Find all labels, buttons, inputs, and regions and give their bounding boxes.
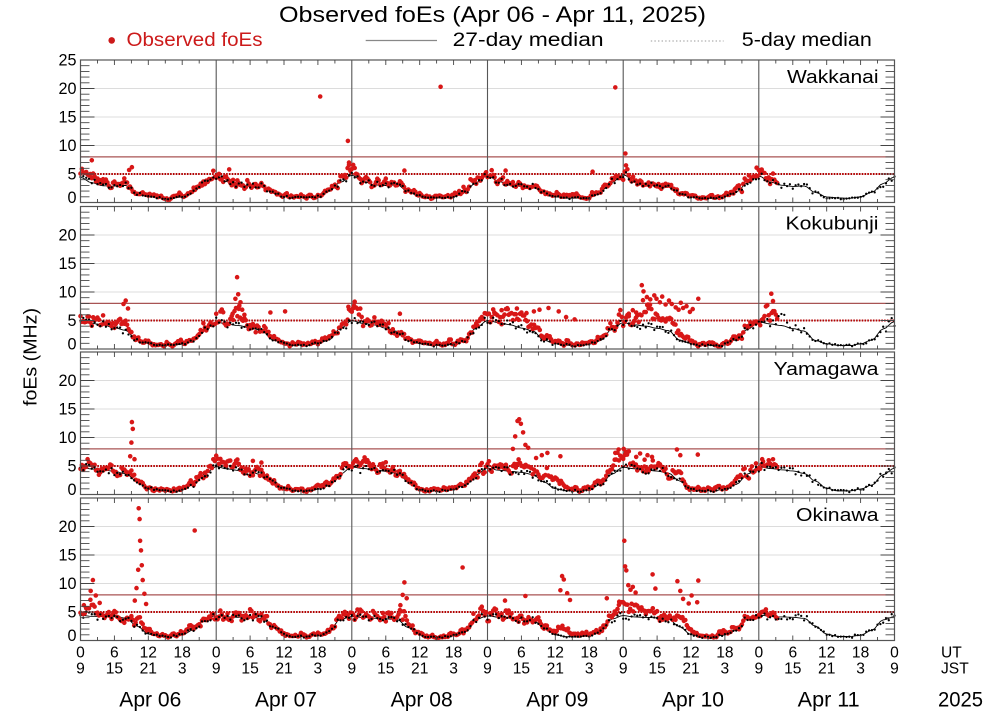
svg-text:21: 21 <box>547 661 564 678</box>
svg-text:9: 9 <box>347 661 356 678</box>
svg-text:15: 15 <box>377 661 395 678</box>
svg-text:0: 0 <box>67 627 76 645</box>
svg-text:15: 15 <box>58 255 76 273</box>
svg-text:12: 12 <box>547 645 564 662</box>
svg-text:12: 12 <box>682 645 699 662</box>
svg-text:18: 18 <box>716 645 733 662</box>
svg-text:10: 10 <box>58 575 76 593</box>
svg-text:Observed foEs (Apr 06 - Apr 11: Observed foEs (Apr 06 - Apr 11, 2025) <box>279 2 706 27</box>
svg-text:0: 0 <box>890 645 899 662</box>
svg-text:3: 3 <box>856 661 865 678</box>
svg-text:10: 10 <box>58 429 76 447</box>
svg-text:18: 18 <box>852 645 869 662</box>
svg-text:3: 3 <box>449 661 458 678</box>
svg-text:9: 9 <box>76 661 85 678</box>
svg-text:6: 6 <box>517 645 526 662</box>
svg-text:10: 10 <box>58 284 76 302</box>
svg-text:9: 9 <box>483 661 492 678</box>
svg-text:21: 21 <box>682 661 699 678</box>
svg-text:Wakkanai: Wakkanai <box>787 66 879 87</box>
svg-text:21: 21 <box>275 661 292 678</box>
svg-text:9: 9 <box>619 661 628 678</box>
svg-text:21: 21 <box>140 661 157 678</box>
svg-text:15: 15 <box>241 661 259 678</box>
svg-text:15: 15 <box>106 661 124 678</box>
svg-text:Apr 06: Apr 06 <box>119 689 181 712</box>
svg-text:3: 3 <box>585 661 594 678</box>
svg-text:6: 6 <box>381 645 390 662</box>
svg-text:21: 21 <box>818 661 835 678</box>
svg-text:2025: 2025 <box>938 689 983 712</box>
svg-text:9: 9 <box>212 661 221 678</box>
svg-text:6: 6 <box>246 645 255 662</box>
svg-text:15: 15 <box>58 401 76 419</box>
svg-text:0: 0 <box>483 645 492 662</box>
svg-text:12: 12 <box>140 645 157 662</box>
svg-text:JST: JST <box>941 661 969 678</box>
svg-text:0: 0 <box>619 645 628 662</box>
svg-text:foEs (MHz): foEs (MHz) <box>20 308 41 406</box>
svg-text:10: 10 <box>58 137 76 155</box>
svg-text:3: 3 <box>314 661 323 678</box>
svg-text:6: 6 <box>110 645 119 662</box>
svg-text:UT: UT <box>941 645 962 662</box>
svg-text:5-day median: 5-day median <box>742 30 872 51</box>
svg-text:6: 6 <box>653 645 662 662</box>
svg-text:Apr 10: Apr 10 <box>662 689 724 712</box>
svg-text:Apr 08: Apr 08 <box>391 689 453 712</box>
svg-text:20: 20 <box>58 80 76 98</box>
svg-text:12: 12 <box>275 645 292 662</box>
svg-text:20: 20 <box>58 227 76 245</box>
svg-text:18: 18 <box>581 645 598 662</box>
svg-text:20: 20 <box>58 372 76 390</box>
svg-text:21: 21 <box>411 661 428 678</box>
svg-text:5: 5 <box>67 604 76 622</box>
svg-text:15: 15 <box>58 547 76 565</box>
svg-text:Okinawa: Okinawa <box>796 504 879 525</box>
svg-text:0: 0 <box>67 481 76 499</box>
svg-text:15: 15 <box>58 109 76 127</box>
svg-text:12: 12 <box>818 645 835 662</box>
svg-text:Apr 09: Apr 09 <box>526 689 588 712</box>
svg-text:0: 0 <box>67 336 76 354</box>
svg-text:9: 9 <box>890 661 899 678</box>
svg-text:Apr 11: Apr 11 <box>798 689 860 712</box>
svg-text:27-day median: 27-day median <box>453 30 604 51</box>
svg-text:Yamagawa: Yamagawa <box>774 358 880 379</box>
svg-text:3: 3 <box>178 661 187 678</box>
svg-text:15: 15 <box>513 661 531 678</box>
svg-text:5: 5 <box>67 166 76 184</box>
svg-text:18: 18 <box>445 645 462 662</box>
svg-text:0: 0 <box>347 645 356 662</box>
svg-text:5: 5 <box>67 312 76 330</box>
svg-text:15: 15 <box>648 661 666 678</box>
svg-text:3: 3 <box>721 661 730 678</box>
svg-text:Observed foEs: Observed foEs <box>127 30 263 51</box>
svg-text:6: 6 <box>788 645 797 662</box>
svg-text:5: 5 <box>67 458 76 476</box>
svg-text:18: 18 <box>174 645 191 662</box>
svg-text:18: 18 <box>309 645 326 662</box>
svg-text:0: 0 <box>67 189 76 207</box>
svg-text:Kokubunji: Kokubunji <box>786 212 879 233</box>
svg-text:20: 20 <box>58 518 76 536</box>
svg-text:0: 0 <box>76 645 85 662</box>
svg-text:12: 12 <box>411 645 428 662</box>
svg-text:25: 25 <box>58 52 76 70</box>
svg-text:15: 15 <box>784 661 802 678</box>
svg-text:9: 9 <box>754 661 763 678</box>
svg-text:0: 0 <box>212 645 221 662</box>
svg-text:0: 0 <box>754 645 763 662</box>
svg-text:Apr 07: Apr 07 <box>255 689 317 712</box>
